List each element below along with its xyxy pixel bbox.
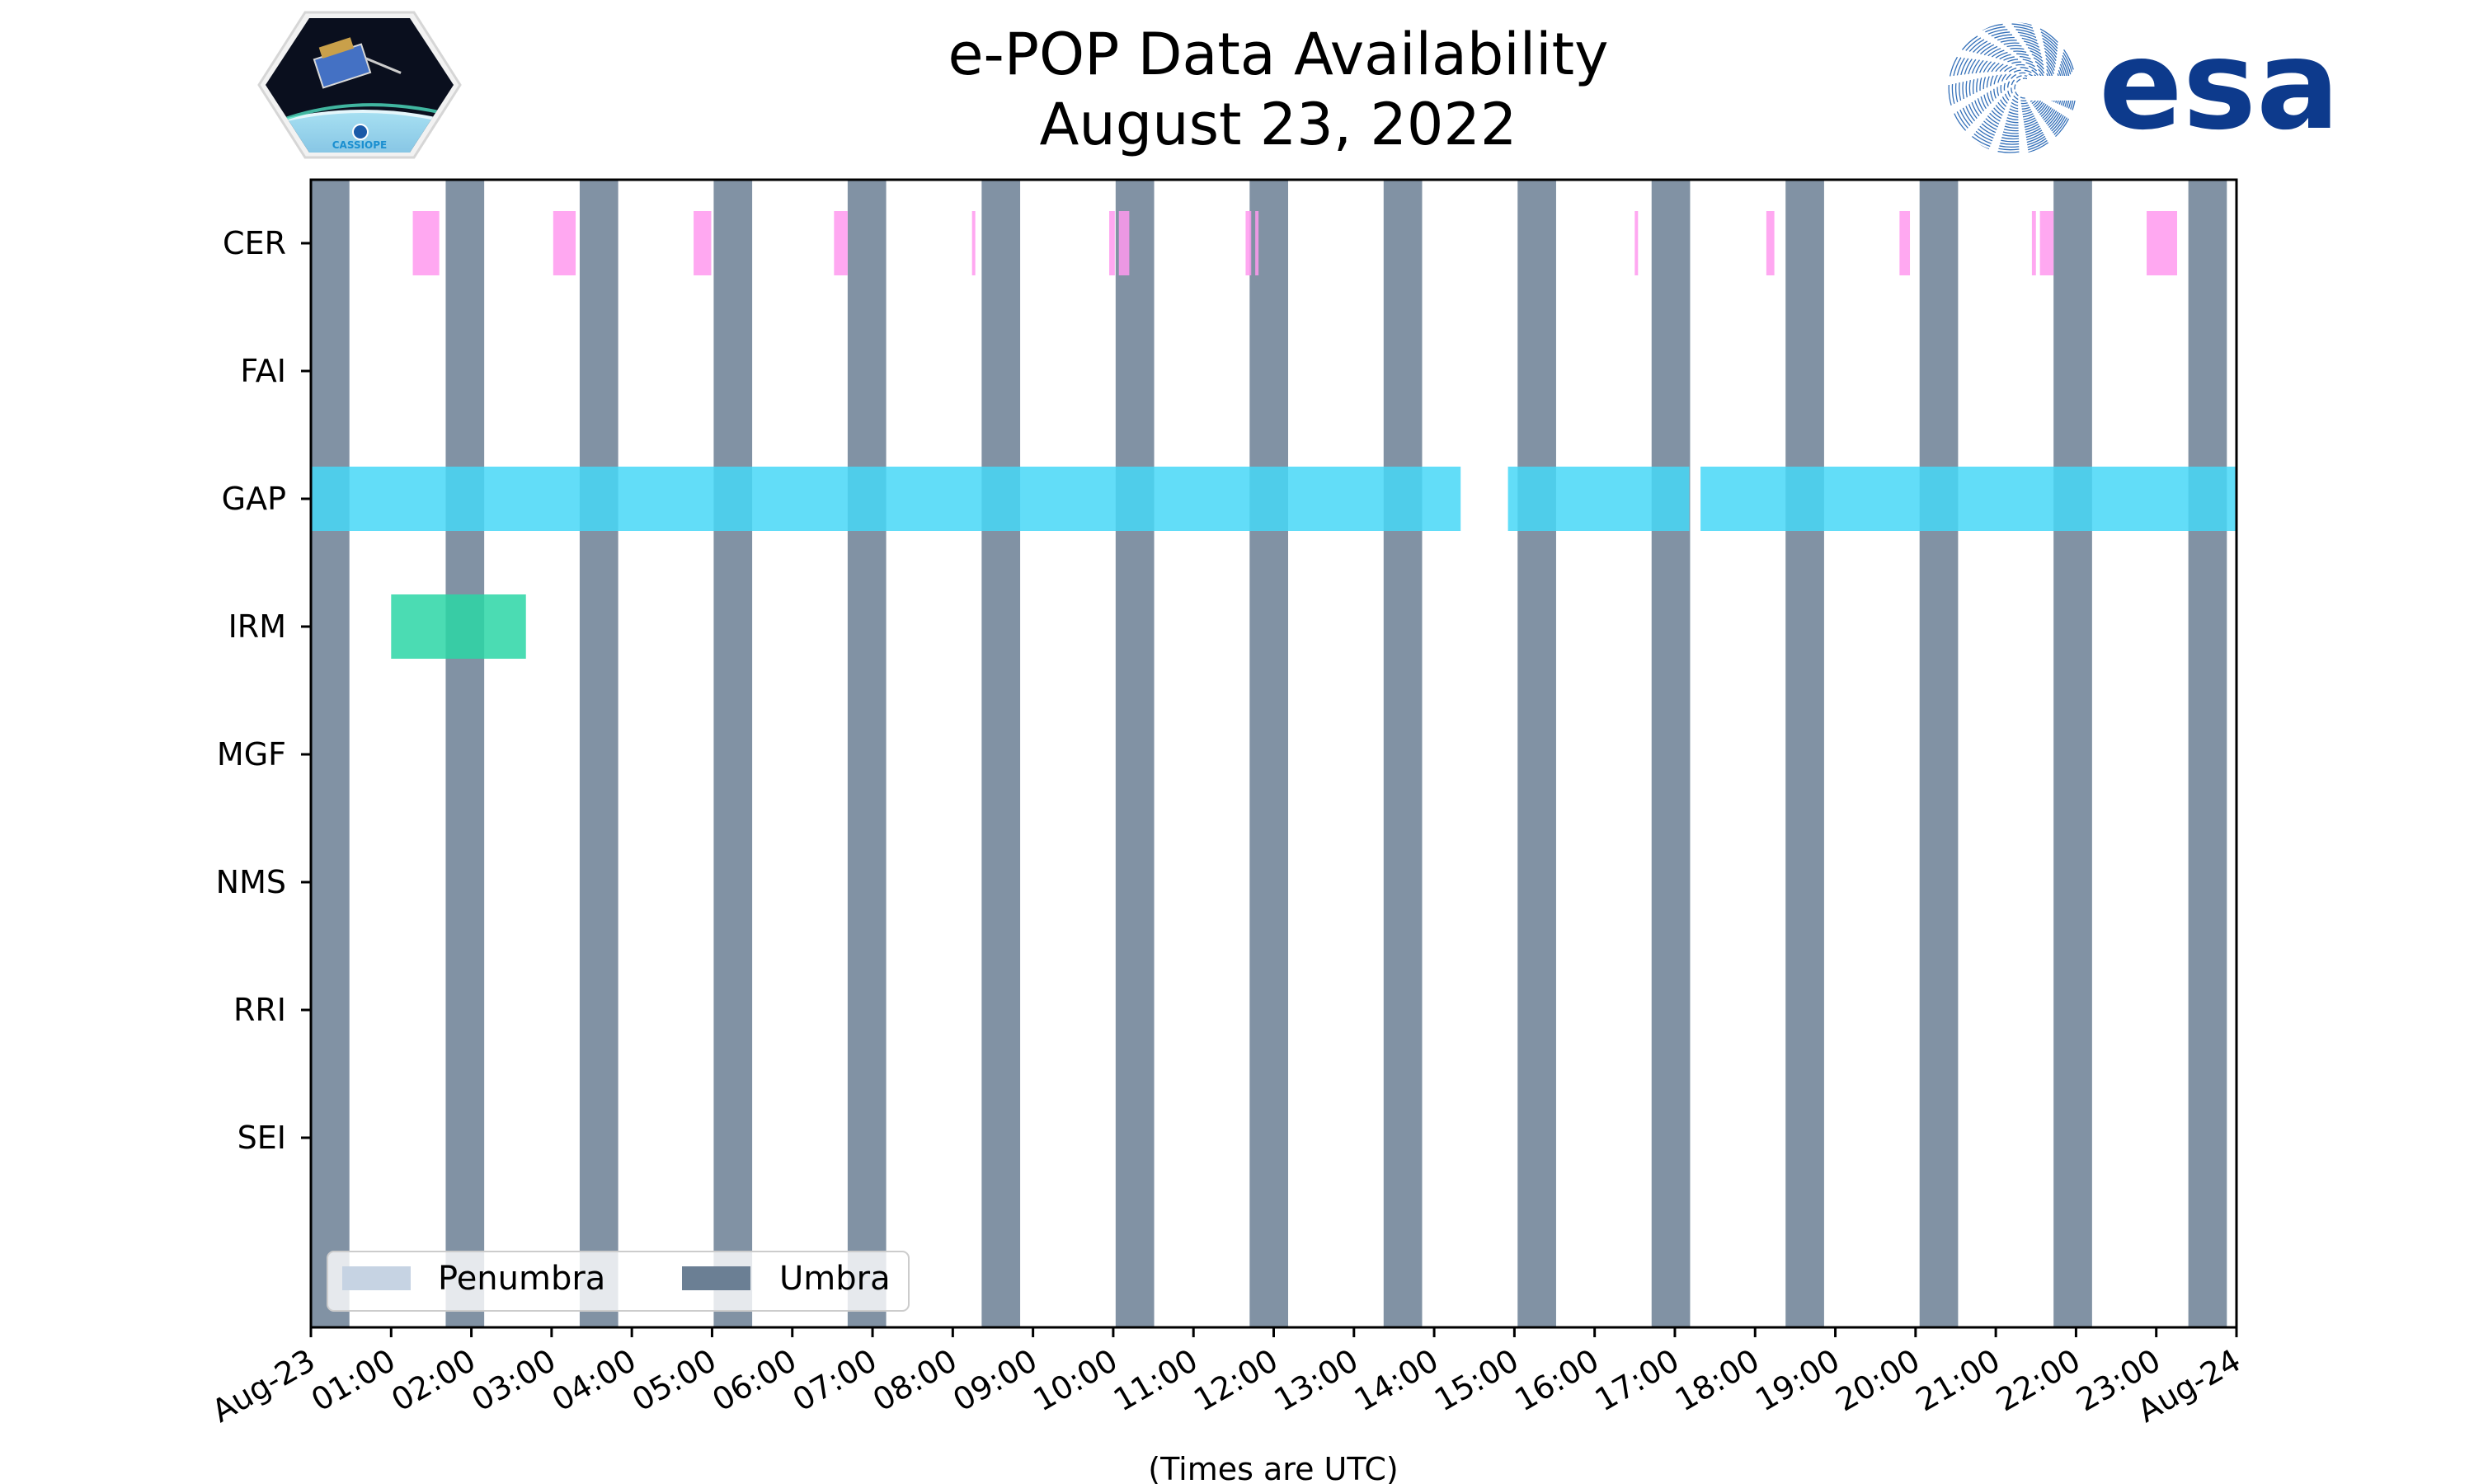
x-tick-label: 20:00 [1829,1342,1926,1419]
umbra-band [579,180,618,1327]
series-bar-irm [391,594,526,659]
series-bar-cer [1118,211,1130,275]
umbra-band [445,180,485,1327]
legend-label-penumbra: Penumbra [438,1260,605,1298]
umbra-band [847,180,887,1327]
x-tick-label: 09:00 [947,1342,1043,1419]
x-tick-label: 11:00 [1108,1342,1204,1419]
series-bar-cer [1245,211,1252,275]
umbra-band [1383,180,1423,1327]
series-bar-cer [2039,211,2054,275]
x-tick-label: 14:00 [1348,1342,1445,1419]
series-bar-cer [971,211,976,275]
umbra-band [1919,180,1959,1327]
umbra-band [2053,180,2092,1327]
chart-title: e-POP Data Availability [948,21,1608,88]
legend-label-umbra: Umbra [779,1260,891,1298]
x-axis: Aug-2301:0002:0003:0004:0005:0006:0007:0… [205,1327,2247,1430]
instrument-series [311,211,2236,659]
esa-logo-text: esa [2099,14,2340,157]
series-bar-cer [412,211,440,275]
cassiope-patch-icon: CASSIOPE [257,11,462,159]
series-bar-gap [311,467,1461,531]
series-bar-cer [1899,211,1911,275]
y-tick-label: SEI [238,1120,286,1156]
umbra-band [311,180,350,1327]
series-bar-cer [1634,211,1639,275]
legend-swatch-umbra [682,1266,750,1290]
y-tick-label: GAP [222,481,286,517]
y-tick-label: RRI [233,992,286,1028]
umbra-band [981,180,1021,1327]
x-tick-label: 16:00 [1508,1342,1605,1419]
x-tick-label: 08:00 [867,1342,963,1419]
esa-logo-icon: esa [1948,14,2340,157]
x-tick-label: 13:00 [1268,1342,1364,1419]
x-tick-label: 15:00 [1428,1342,1525,1419]
y-tick-label: NMS [216,864,286,900]
umbra-band [2188,180,2227,1327]
series-bar-cer [1109,211,1115,275]
umbra-bands [311,180,2227,1327]
x-tick-label: 07:00 [787,1342,883,1419]
y-axis: CER FAI GAP IRM MGF NMS RRI SEI [216,225,311,1156]
esa-swirl-gap [2027,76,2080,101]
x-tick-label: 06:00 [706,1342,802,1419]
series-bar-cer [834,211,848,275]
legend: Penumbra Umbra [327,1251,910,1312]
series-bar-cer [694,211,712,275]
x-tick-label: 02:00 [385,1342,482,1419]
series-bar-cer [2031,211,2036,275]
x-tick-label: 01:00 [305,1342,402,1419]
umbra-band [1517,180,1556,1327]
x-tick-label: Aug-23 [205,1342,321,1430]
y-tick-label: FAI [240,353,286,389]
umbra-band [713,180,753,1327]
umbra-band [1785,180,1824,1327]
chart-subtitle: August 23, 2022 [1040,91,1517,158]
series-bar-cer [2147,211,2178,275]
series-bar-gap [1507,467,1690,531]
y-tick-label: IRM [228,608,286,645]
y-tick-label: MGF [217,736,286,773]
x-tick-label: 10:00 [1028,1342,1124,1419]
umbra-band [1249,180,1289,1327]
x-tick-label: 12:00 [1188,1342,1284,1419]
series-bar-gap [1700,467,2236,531]
x-tick-label: 05:00 [626,1342,722,1419]
series-bar-cer [1766,211,1775,275]
x-tick-label: 18:00 [1669,1342,1766,1419]
x-tick-label: 21:00 [1910,1342,2006,1419]
series-bar-cer [1255,211,1259,275]
x-tick-label: 22:00 [1990,1342,2086,1419]
umbra-band [1651,180,1691,1327]
legend-swatch-penumbra [342,1266,411,1290]
umbra-band [1115,180,1155,1327]
cassiope-patch-text: CASSIOPE [332,139,388,151]
x-tick-label: 04:00 [546,1342,642,1419]
series-bar-cer [553,211,576,275]
legend-box [327,1251,910,1312]
y-tick-label: CER [223,225,286,261]
x-axis-label: (Times are UTC) [1148,1451,1398,1484]
x-tick-label: 03:00 [466,1342,562,1419]
x-tick-label: 19:00 [1749,1342,1846,1419]
x-tick-label: 17:00 [1589,1342,1686,1419]
